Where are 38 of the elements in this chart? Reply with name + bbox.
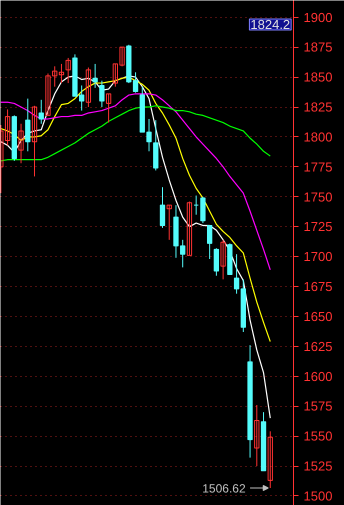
candlestick bbox=[254, 404, 260, 467]
y-tick-label: 1775 bbox=[304, 159, 332, 174]
y-tick-label: 1550 bbox=[304, 428, 332, 444]
y-tick-label: 1900 bbox=[304, 10, 332, 25]
y-tick-label: 1525 bbox=[304, 458, 332, 474]
candlestick bbox=[206, 224, 212, 260]
candlestick bbox=[92, 63, 98, 88]
candlestick bbox=[99, 80, 105, 108]
y-tick-label: 1650 bbox=[304, 308, 332, 324]
candlestick bbox=[166, 204, 172, 240]
candlestick bbox=[220, 239, 226, 280]
candlestick bbox=[38, 99, 44, 124]
candlestick bbox=[186, 201, 192, 256]
annotation: 1506.62 bbox=[202, 482, 246, 496]
annotation: 1824.2 bbox=[250, 17, 290, 32]
y-tick-label: 1875 bbox=[304, 40, 332, 55]
line-series bbox=[0, 93, 271, 270]
candlestick bbox=[86, 67, 92, 108]
y-tick-label: 1625 bbox=[304, 338, 332, 354]
y-tick-label: 1725 bbox=[304, 219, 332, 234]
y-tick-label: 1825 bbox=[304, 100, 332, 115]
candlestick bbox=[200, 196, 206, 224]
candlestick bbox=[25, 98, 30, 152]
y-tick-label: 1850 bbox=[304, 70, 332, 85]
candlestick bbox=[66, 57, 71, 84]
y-tick-label: 1800 bbox=[304, 129, 332, 144]
candlestick bbox=[106, 93, 112, 124]
y-tick-label: 1675 bbox=[304, 279, 332, 294]
y-tick-label: 1600 bbox=[304, 368, 332, 384]
candlestick bbox=[18, 123, 24, 164]
candlestick bbox=[268, 430, 273, 489]
y-tick-label: 1700 bbox=[304, 249, 332, 264]
y-tick-label: 1500 bbox=[304, 488, 332, 504]
y-tick-label: 1750 bbox=[304, 189, 332, 204]
candlestick bbox=[214, 248, 220, 276]
y-tick-label: 1575 bbox=[304, 398, 332, 414]
candlestick bbox=[32, 105, 38, 177]
candlestick bbox=[160, 186, 166, 228]
